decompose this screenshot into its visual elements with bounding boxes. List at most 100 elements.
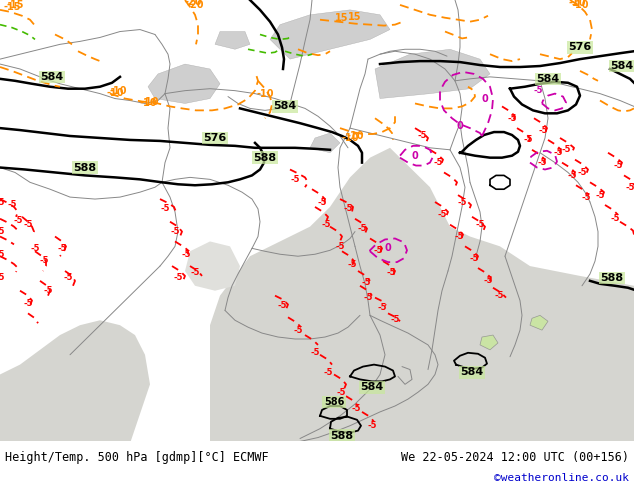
Text: -10: -10 (346, 131, 364, 141)
Polygon shape (185, 242, 240, 291)
Text: -5: -5 (0, 227, 4, 236)
Text: 584: 584 (536, 74, 560, 84)
Text: -5: -5 (290, 175, 300, 184)
Text: -15: -15 (3, 2, 21, 12)
Text: -10: -10 (341, 133, 359, 143)
Text: -5: -5 (495, 291, 504, 300)
Text: -5: -5 (373, 246, 383, 255)
Text: -5: -5 (417, 131, 427, 141)
Text: -5: -5 (538, 125, 548, 135)
Text: -10: -10 (568, 0, 586, 8)
Text: 584: 584 (360, 382, 384, 392)
Text: -5: -5 (335, 242, 345, 251)
Text: -5: -5 (533, 86, 543, 95)
Text: 588: 588 (330, 431, 354, 441)
Text: Height/Temp. 500 hPa [gdmp][°C] ECMWF: Height/Temp. 500 hPa [gdmp][°C] ECMWF (5, 450, 269, 464)
Text: -5: -5 (0, 250, 4, 259)
Text: -5: -5 (321, 220, 331, 229)
Text: -5: -5 (343, 204, 353, 214)
Text: -10: -10 (571, 0, 589, 10)
Text: -5: -5 (57, 244, 67, 253)
Text: -5: -5 (611, 214, 620, 223)
Text: -5: -5 (277, 301, 287, 310)
Text: -5: -5 (567, 171, 577, 180)
Text: -5: -5 (391, 315, 400, 324)
Text: -5: -5 (553, 148, 563, 157)
Text: -5: -5 (577, 168, 586, 177)
Text: -10: -10 (107, 88, 124, 98)
Text: 584: 584 (611, 61, 633, 71)
Polygon shape (0, 320, 150, 443)
Text: -5: -5 (181, 250, 191, 259)
Text: -5: -5 (367, 421, 377, 430)
Text: -5: -5 (317, 197, 327, 206)
Text: -5: -5 (377, 303, 387, 312)
Text: -5: -5 (363, 293, 373, 302)
Text: -5: -5 (386, 269, 396, 277)
Text: 588: 588 (74, 163, 96, 172)
Text: -5: -5 (469, 254, 479, 263)
Text: -5: -5 (13, 216, 23, 225)
Polygon shape (210, 148, 634, 443)
Text: -5: -5 (523, 135, 533, 145)
Text: -5: -5 (476, 220, 485, 229)
Text: -5: -5 (357, 224, 366, 233)
Text: 0: 0 (482, 94, 488, 103)
Polygon shape (530, 316, 548, 330)
Polygon shape (270, 10, 390, 59)
Text: 0: 0 (385, 244, 391, 253)
Text: 584: 584 (41, 72, 63, 82)
Text: 15: 15 (335, 13, 349, 23)
Text: -20: -20 (186, 0, 204, 10)
Text: -20: -20 (184, 0, 202, 7)
Text: -5: -5 (0, 273, 4, 282)
Text: -10: -10 (256, 89, 274, 98)
Text: ©weatheronline.co.uk: ©weatheronline.co.uk (494, 473, 629, 483)
Text: -5: -5 (7, 200, 16, 209)
Text: -5: -5 (625, 183, 634, 192)
Text: -15: -15 (6, 0, 23, 10)
Text: We 22-05-2024 12:00 UTC (00+156): We 22-05-2024 12:00 UTC (00+156) (401, 450, 629, 464)
Text: -5: -5 (310, 348, 320, 357)
Text: -5: -5 (23, 220, 33, 229)
Text: -10: -10 (139, 98, 157, 108)
Text: -5: -5 (361, 278, 371, 287)
Text: -5: -5 (39, 256, 49, 265)
Text: 576: 576 (204, 133, 226, 143)
Text: -5: -5 (581, 193, 591, 201)
Text: 586: 586 (324, 397, 344, 407)
Polygon shape (375, 49, 490, 98)
Text: -5: -5 (0, 197, 4, 206)
Text: -5: -5 (347, 260, 357, 269)
Text: -5: -5 (433, 158, 443, 167)
Text: -5: -5 (561, 146, 571, 154)
Text: -5: -5 (437, 210, 447, 220)
Text: 584: 584 (273, 101, 297, 111)
Text: -5: -5 (537, 158, 547, 167)
Text: 576: 576 (568, 42, 592, 52)
Text: -5: -5 (30, 244, 40, 253)
Text: -5: -5 (171, 227, 180, 236)
Polygon shape (480, 335, 498, 350)
Text: -5: -5 (173, 273, 183, 282)
Text: -5: -5 (454, 232, 463, 241)
Text: 0: 0 (456, 121, 463, 131)
Text: -5: -5 (483, 276, 493, 285)
Text: -5: -5 (43, 286, 53, 295)
Text: -5: -5 (63, 273, 73, 282)
Text: 588: 588 (254, 153, 276, 163)
Text: 15: 15 (348, 12, 362, 22)
Text: -5: -5 (613, 161, 623, 170)
Text: -5: -5 (23, 299, 33, 308)
Text: -5: -5 (457, 197, 467, 206)
Text: -5: -5 (160, 204, 170, 214)
Text: -5: -5 (336, 388, 346, 397)
Polygon shape (310, 133, 340, 153)
Text: 588: 588 (600, 273, 624, 283)
Text: -5: -5 (507, 114, 517, 123)
Text: 0: 0 (411, 151, 418, 161)
Polygon shape (215, 31, 250, 49)
Text: -5: -5 (190, 269, 200, 277)
Text: -10: -10 (109, 86, 127, 96)
Text: -5: -5 (323, 368, 333, 377)
